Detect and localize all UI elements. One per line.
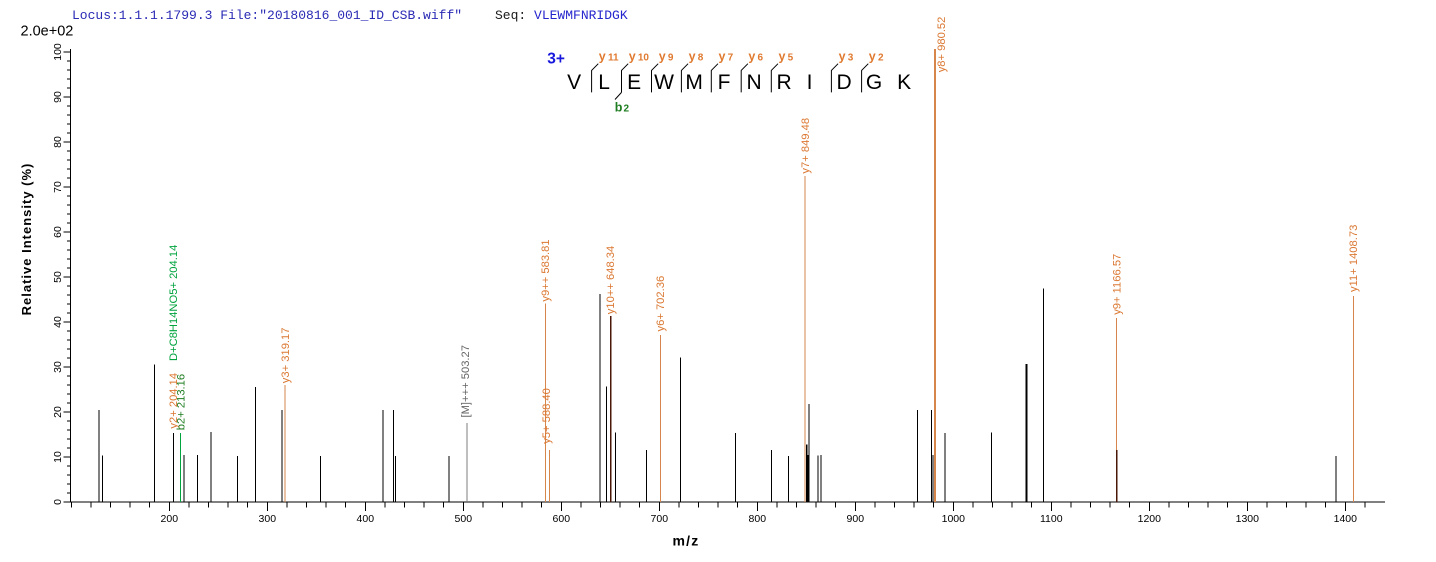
svg-text:W: W — [654, 71, 674, 94]
svg-text:I: I — [807, 71, 813, 94]
svg-text:0: 0 — [52, 499, 64, 505]
svg-text:Relative Intensity (%): Relative Intensity (%) — [19, 163, 34, 316]
svg-text:L: L — [598, 71, 610, 94]
svg-text:600: 600 — [553, 513, 571, 525]
svg-text:20: 20 — [52, 406, 64, 418]
svg-text:y2+ 204.14: y2+ 204.14 — [168, 373, 180, 429]
svg-text:y5+ 588.40: y5+ 588.40 — [541, 388, 553, 444]
svg-text:90: 90 — [52, 91, 64, 103]
svg-text:1200: 1200 — [1138, 513, 1162, 525]
svg-text:100: 100 — [52, 43, 64, 61]
svg-text:Seq: VLEWMFNRIDGK: Seq: VLEWMFNRIDGK — [495, 8, 628, 23]
svg-text:F: F — [718, 71, 731, 94]
svg-text:400: 400 — [357, 513, 375, 525]
svg-text:D+C8H14NO5+ 204.14: D+C8H14NO5+ 204.14 — [168, 245, 180, 361]
svg-text:M: M — [685, 71, 703, 94]
svg-text:40: 40 — [52, 316, 64, 328]
svg-text:[M]+++ 503.27: [M]+++ 503.27 — [460, 345, 472, 417]
svg-text:1100: 1100 — [1040, 513, 1063, 525]
svg-text:y3+ 319.17: y3+ 319.17 — [280, 328, 292, 384]
svg-text:y8+ 980.52: y8+ 980.52 — [936, 17, 948, 73]
svg-text:b2+ 213.16: b2+ 213.16 — [176, 374, 188, 430]
svg-text:b2: b2 — [615, 101, 630, 115]
svg-text:80: 80 — [52, 136, 64, 148]
svg-text:y11+ 1408.73: y11+ 1408.73 — [1348, 225, 1360, 292]
svg-text:G: G — [866, 71, 882, 94]
svg-text:R: R — [777, 71, 792, 94]
svg-text:y6+ 702.36: y6+ 702.36 — [655, 276, 667, 332]
svg-text:70: 70 — [52, 181, 64, 193]
svg-text:1000: 1000 — [942, 513, 966, 525]
svg-text:y7+ 849.48: y7+ 849.48 — [800, 118, 812, 174]
svg-text:Locus:1.1.1.1799.3 File:"20180: Locus:1.1.1.1799.3 File:"20180816_001_ID… — [72, 8, 462, 23]
svg-text:D: D — [837, 71, 852, 94]
svg-text:N: N — [747, 71, 762, 94]
svg-text:3+: 3+ — [547, 50, 565, 67]
svg-text:y9+ 1166.57: y9+ 1166.57 — [1111, 254, 1123, 315]
svg-text:900: 900 — [847, 513, 865, 525]
svg-text:800: 800 — [749, 513, 767, 525]
svg-text:E: E — [627, 71, 641, 94]
svg-text:50: 50 — [52, 271, 64, 283]
svg-text:V: V — [567, 71, 581, 94]
svg-text:1300: 1300 — [1236, 513, 1260, 525]
svg-text:700: 700 — [651, 513, 669, 525]
svg-text:2.0e+02: 2.0e+02 — [21, 24, 74, 40]
svg-text:300: 300 — [259, 513, 277, 525]
svg-text:500: 500 — [455, 513, 473, 525]
svg-text:10: 10 — [52, 451, 64, 463]
svg-text:200: 200 — [161, 513, 179, 525]
svg-text:K: K — [897, 71, 911, 94]
svg-text:m/z: m/z — [673, 533, 700, 549]
svg-text:y10: y 10 — [629, 50, 650, 64]
svg-text:y9++ 583.81: y9++ 583.81 — [540, 239, 552, 301]
svg-text:1400: 1400 — [1334, 513, 1358, 525]
svg-text:y11: y 11 — [599, 50, 619, 64]
svg-text:60: 60 — [52, 226, 64, 238]
svg-text:30: 30 — [52, 361, 64, 373]
svg-text:y10++ 648.34: y10++ 648.34 — [605, 246, 617, 314]
